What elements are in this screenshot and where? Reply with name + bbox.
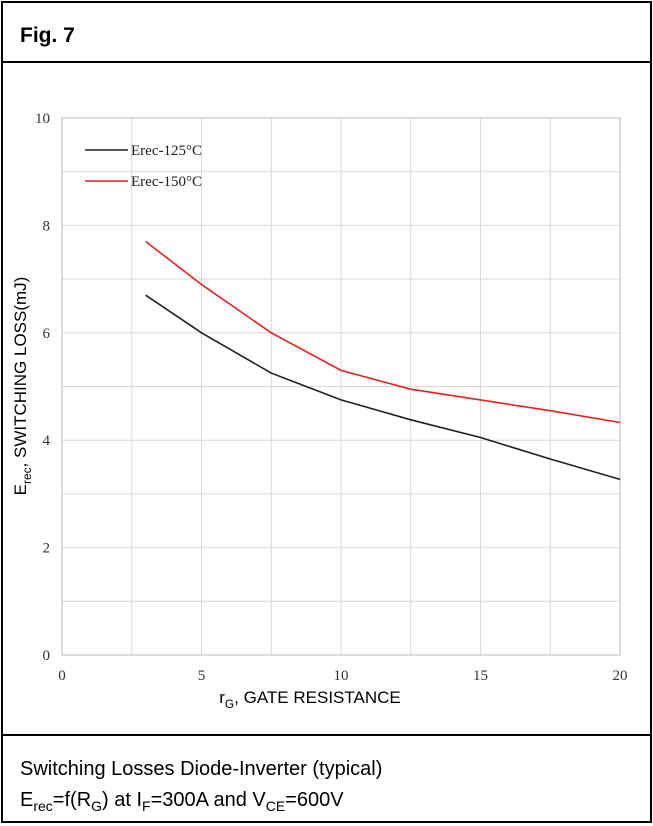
y-tick-label: 2 xyxy=(43,541,51,557)
x-tick-label: 20 xyxy=(613,668,628,684)
figure-title: Fig. 7 xyxy=(20,24,75,47)
y-tick-label: 0 xyxy=(43,648,51,664)
plot-frame xyxy=(61,117,621,656)
subscript: F xyxy=(142,798,151,814)
x-tick-label: 0 xyxy=(58,668,66,684)
text-part: =300A and V xyxy=(151,789,267,811)
x-tick-label: 5 xyxy=(198,668,206,684)
x-axis-label: rG, GATE RESISTANCE xyxy=(219,688,401,711)
legend-label: Erec-150°C xyxy=(131,174,202,190)
text-part: =600V xyxy=(285,789,344,811)
y-tick-label: 10 xyxy=(35,111,50,127)
subscript: G xyxy=(91,798,102,814)
caption-line: Switching Losses Diode-Inverter (typical… xyxy=(20,758,382,780)
x-tick-label: 15 xyxy=(473,668,488,684)
text-part: r xyxy=(219,688,225,707)
text-part: =f(R xyxy=(53,789,91,811)
y-tick-label: 8 xyxy=(43,218,51,234)
text-part: E xyxy=(20,789,33,811)
text-part: ) at I xyxy=(102,789,142,811)
text-part: , SWITCHING LOSS(mJ) xyxy=(11,277,30,468)
subscript: rec xyxy=(20,467,34,484)
subscript: G xyxy=(225,697,234,711)
y-tick-label: 6 xyxy=(43,326,51,342)
text-part: E xyxy=(11,484,30,495)
subscript: CE xyxy=(266,798,285,814)
y-axis-label: Erec, SWITCHING LOSS(mJ) xyxy=(11,277,34,496)
x-tick-label: 10 xyxy=(334,668,349,684)
data-line xyxy=(145,240,621,424)
subscript: rec xyxy=(33,798,52,814)
data-line xyxy=(145,294,621,481)
y-tick-label: 4 xyxy=(43,433,51,449)
caption-formula: Erec=f(RG) at IF=300A and VCE=600V xyxy=(20,789,344,814)
legend-label: Erec-125°C xyxy=(131,143,202,159)
text-part: , GATE RESISTANCE xyxy=(234,688,401,707)
